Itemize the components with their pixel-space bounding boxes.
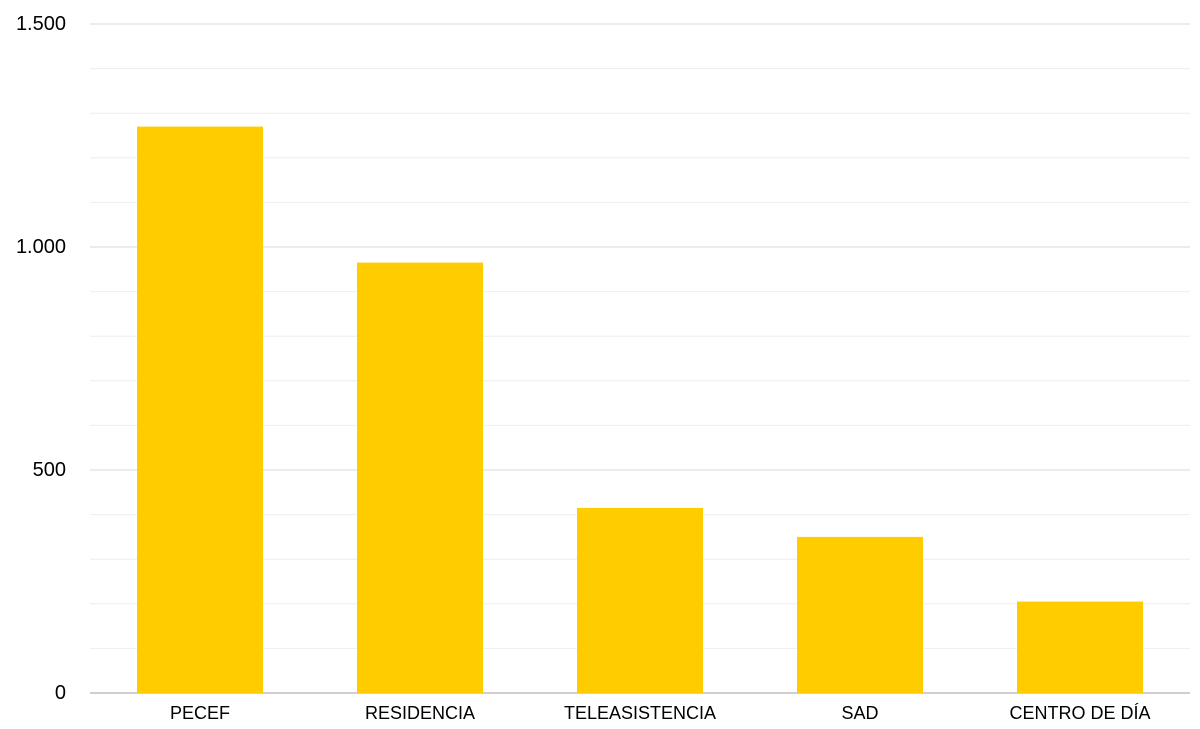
- y-tick-label: 500: [33, 459, 66, 481]
- x-axis-category-labels: PECEF RESIDENCIA TELEASISTENCIA SAD CENTRO D…: [170, 703, 1151, 723]
- bar-centro-de-d-a: [1017, 601, 1143, 693]
- bar-residencia: [357, 262, 483, 693]
- x-category-label: RESIDENCIA: [365, 703, 475, 723]
- y-tick-label: 0: [55, 682, 66, 704]
- y-axis-tick-labels: 0 500 1.000 1.500: [16, 13, 66, 704]
- bar-sad: [797, 536, 923, 693]
- x-category-label: CENTRO DE DÍA: [1009, 703, 1150, 723]
- x-category-label: PECEF: [170, 703, 230, 723]
- x-category-label: TELEASISTENCIA: [564, 703, 716, 723]
- y-tick-label: 1.000: [16, 236, 66, 258]
- y-tick-label: 1.500: [16, 13, 66, 35]
- bar-pecef: [137, 126, 263, 693]
- bar-teleasistencia: [577, 507, 703, 693]
- x-category-label: SAD: [841, 703, 878, 723]
- bars: [137, 126, 1143, 693]
